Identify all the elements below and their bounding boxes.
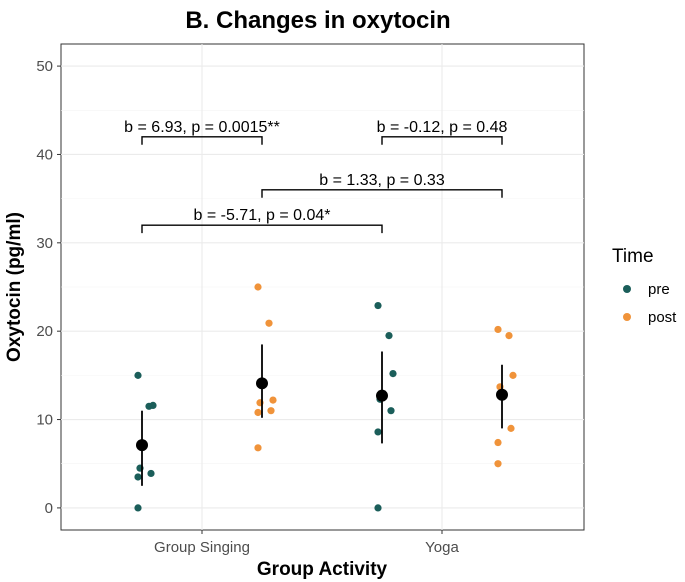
data-point-pre: [389, 369, 397, 378]
data-point-pre: [374, 301, 382, 310]
data-point-post: [269, 396, 277, 404]
data-point-post: [267, 407, 275, 415]
data-point-pre: [147, 469, 155, 478]
bracket-line: [381, 136, 503, 145]
mean-ci-summaries: [136, 344, 508, 486]
x-axis-ticks: Group Singing Yoga: [154, 530, 459, 556]
data-point-post: [494, 325, 502, 334]
data-point-pre: [374, 428, 382, 436]
data-point-post: [494, 460, 502, 468]
x-axis-title: Group Activity: [257, 559, 388, 580]
x-tick-label: Group Singing: [154, 539, 250, 556]
legend-title: Time: [612, 246, 654, 267]
mean-point-post: [496, 388, 508, 401]
bracket-label: b = 1.33, p = 0.33: [319, 172, 445, 189]
y-axis-title: Oxytocin (pg/ml): [4, 212, 25, 362]
mean-point-pre: [376, 389, 388, 402]
bracket-label: b = -5.71, p = 0.04*: [194, 207, 331, 224]
legend: Time pre post: [612, 246, 677, 326]
data-point-pre: [374, 504, 382, 512]
data-point-post: [265, 319, 273, 327]
mean-point-post: [256, 377, 268, 390]
significance-bracket: b = -0.12, p = 0.48: [377, 119, 508, 145]
significance-brackets: b = 6.93, p = 0.0015** b = -0.12, p = 0.4…: [124, 119, 508, 234]
data-point-post: [507, 424, 515, 432]
data-points: [134, 283, 517, 512]
y-tick-label: 30: [36, 235, 53, 252]
data-point-pre: [134, 473, 142, 481]
bracket-line: [141, 136, 263, 145]
bracket-label: b = 6.93, p = 0.0015**: [124, 119, 280, 136]
data-point-post: [254, 444, 262, 452]
significance-bracket: b = 6.93, p = 0.0015**: [124, 119, 280, 145]
legend-label-pre: pre: [648, 281, 670, 298]
legend-swatch-pre: [623, 285, 631, 293]
data-point-pre: [149, 401, 157, 410]
significance-bracket: b = 1.33, p = 0.33: [261, 172, 503, 198]
y-tick-label: 0: [45, 500, 53, 517]
y-axis-ticks: 0 10 20 30 40 50: [36, 58, 61, 517]
data-point-pre: [385, 332, 393, 340]
y-tick-label: 50: [36, 58, 53, 75]
significance-bracket: b = -5.71, p = 0.04*: [141, 207, 383, 234]
data-point-pre: [134, 371, 142, 379]
data-point-pre: [387, 407, 395, 415]
chart-title: B. Changes in oxytocin: [185, 7, 450, 34]
y-tick-label: 40: [36, 146, 53, 163]
y-tick-label: 10: [36, 412, 53, 429]
x-tick-label: Yoga: [425, 539, 459, 556]
bracket-line: [141, 224, 383, 234]
bracket-label: b = -0.12, p = 0.48: [377, 119, 508, 136]
data-point-post: [254, 283, 262, 291]
mean-point-pre: [136, 439, 148, 452]
data-point-post: [254, 408, 262, 417]
data-point-post: [494, 438, 502, 447]
data-point-post: [505, 332, 513, 340]
bracket-line: [261, 189, 503, 198]
y-tick-label: 20: [36, 323, 53, 340]
data-point-post: [509, 371, 517, 379]
data-point-pre: [134, 504, 142, 512]
legend-swatch-post: [623, 313, 631, 321]
legend-label-post: post: [648, 309, 677, 326]
